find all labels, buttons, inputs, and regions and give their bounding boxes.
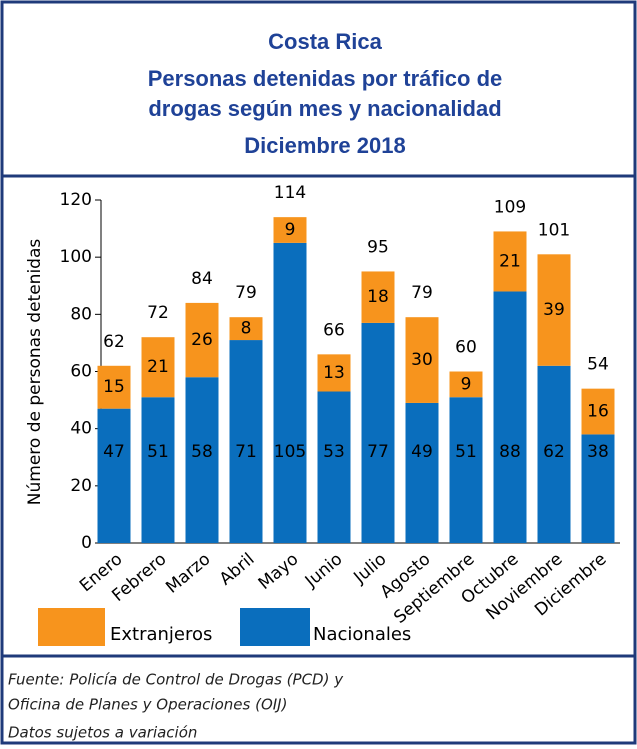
- total-label: 95: [367, 237, 389, 257]
- bar-segment: [185, 377, 219, 543]
- data-label: 51: [455, 442, 477, 462]
- bar-segment: [361, 322, 395, 543]
- total-label: 84: [191, 269, 213, 289]
- data-label: 18: [367, 287, 389, 307]
- data-label: 13: [323, 363, 345, 383]
- total-label: 72: [147, 303, 169, 323]
- source: Fuente: Policía de Control de Drogas (PC…: [8, 671, 344, 689]
- x-tick-label: Mayo: [255, 549, 303, 594]
- legend-swatch: [240, 608, 310, 646]
- x-tick-label: Marzo: [162, 549, 214, 597]
- data-label: 30: [411, 350, 433, 370]
- total-label: 62: [103, 332, 125, 352]
- y-tick-label: 120: [60, 190, 92, 210]
- data-label: 71: [235, 442, 257, 462]
- total-label: 114: [274, 183, 306, 203]
- source: Oficina de Planes y Operaciones (OIJ): [8, 696, 287, 714]
- total-label: 109: [494, 197, 526, 217]
- bar-segment: [97, 365, 131, 409]
- title: Diciembre 2018: [244, 133, 405, 158]
- bar-segment: [537, 254, 571, 366]
- bar-segment: [493, 231, 527, 292]
- y-tick-label: 60: [70, 362, 92, 382]
- bar-segment: [493, 291, 527, 543]
- total-label: 79: [411, 283, 433, 303]
- data-label: 39: [543, 300, 565, 320]
- data-label: 15: [103, 377, 125, 397]
- bar-segment: [185, 302, 219, 378]
- y-tick-label: 20: [70, 476, 92, 496]
- data-label: 38: [587, 442, 609, 462]
- data-label: 9: [461, 374, 472, 394]
- total-label: 60: [455, 338, 477, 358]
- bar-segment: [581, 388, 615, 435]
- source: Datos sujetos a variación: [8, 724, 197, 742]
- data-label: 62: [543, 442, 565, 462]
- bar-segment: [317, 354, 351, 392]
- y-tick-label: 80: [70, 304, 92, 324]
- bar-segment: [141, 337, 175, 398]
- bar-segment: [405, 317, 439, 403]
- bar-segment: [273, 242, 307, 543]
- x-tick-label: Junio: [301, 549, 347, 592]
- data-label: 26: [191, 330, 213, 350]
- title: drogas según mes y nacionalidad: [148, 96, 501, 121]
- total-label: 54: [587, 355, 609, 375]
- legend-label: Nacionales: [313, 624, 411, 645]
- bar-segment: [97, 408, 131, 543]
- bar-segment: [537, 365, 571, 543]
- title: Personas detenidas por tráfico de: [148, 66, 503, 91]
- bar-segment: [273, 217, 307, 243]
- total-label: 101: [538, 220, 570, 240]
- data-label: 53: [323, 442, 345, 462]
- data-label: 105: [274, 442, 306, 462]
- bar-segment: [229, 317, 263, 341]
- data-label: 21: [499, 251, 521, 271]
- data-label: 77: [367, 442, 389, 462]
- title: Costa Rica: [268, 29, 382, 54]
- data-label: 21: [147, 357, 169, 377]
- data-label: 58: [191, 442, 213, 462]
- data-label: 16: [587, 402, 609, 422]
- data-label: 51: [147, 442, 169, 462]
- y-tick-label: 40: [70, 419, 92, 439]
- x-tick-label: Abril: [216, 549, 259, 589]
- y-tick-label: 100: [60, 247, 92, 267]
- bar-segment: [229, 340, 263, 543]
- legend-swatch: [38, 608, 105, 646]
- y-tick-label: 0: [81, 533, 92, 553]
- data-label: 49: [411, 442, 433, 462]
- bar-segment: [361, 271, 395, 323]
- legend-label: Extranjeros: [110, 624, 212, 645]
- bar-segment: [581, 434, 615, 543]
- data-label: 88: [499, 442, 521, 462]
- total-label: 66: [323, 320, 345, 340]
- total-label: 79: [235, 283, 257, 303]
- bar-segment: [141, 397, 175, 543]
- bar-segment: [405, 402, 439, 543]
- bar-segment: [317, 391, 351, 543]
- data-label: 8: [241, 319, 252, 339]
- bar-segment: [449, 371, 483, 398]
- bar-segment: [449, 397, 483, 543]
- data-label: 9: [285, 220, 296, 240]
- data-label: 47: [103, 442, 125, 462]
- y-axis-label: Número de personas detenidas: [25, 239, 45, 506]
